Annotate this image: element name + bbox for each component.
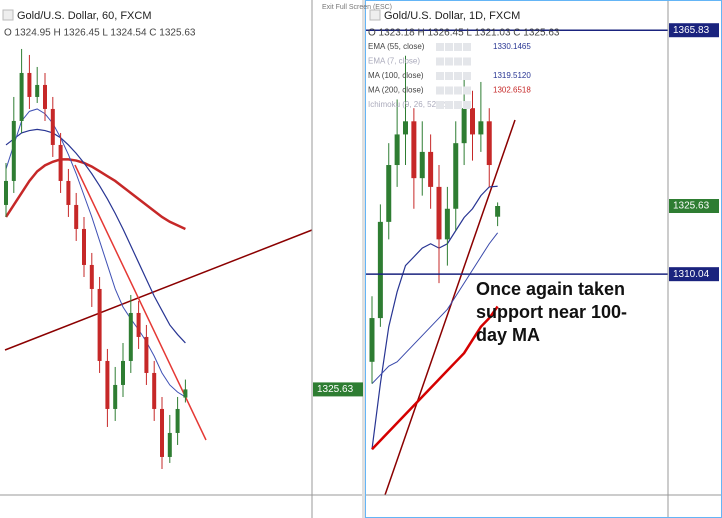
candle-body [461, 108, 467, 144]
indicator-button [445, 72, 453, 80]
candle-body [394, 134, 400, 166]
candle-body [419, 151, 425, 179]
indicator-button [436, 57, 444, 66]
trendline [4, 229, 313, 351]
indicator-button [436, 72, 444, 80]
candle-body [144, 336, 149, 373]
ohlc: O 1323.18 H 1326.45 L 1321.03 C 1325.63 [368, 28, 560, 39]
indicator-button [463, 57, 471, 66]
indicator-value: 1330.1465 [493, 42, 531, 51]
indicator-button [436, 43, 444, 51]
indicator-button [445, 101, 453, 109]
indicator-button [454, 101, 462, 109]
indicator-button [436, 101, 444, 109]
price-tag-label: 1365.83 [673, 25, 710, 36]
indicator-button [445, 57, 453, 66]
candle-body [27, 72, 32, 97]
exit-fullscreen[interactable]: Exit Full Screen (ESC) [322, 4, 392, 11]
candle-body [167, 432, 172, 457]
candle-body [377, 221, 383, 319]
candle-body [66, 180, 71, 205]
candle-body [160, 408, 164, 457]
toggle[interactable] [2, 9, 14, 21]
candle-body [19, 72, 24, 121]
labels-layer: 1325.63 1365.83 1325.63 1310.04 EMA (55, clo… [313, 23, 719, 397]
price-tag [669, 267, 719, 282]
price-tag-label: 1325.63 [673, 201, 710, 212]
indicator-button [436, 86, 444, 95]
trendline [384, 119, 516, 496]
candle-body [183, 389, 188, 398]
indicator-label: MA (200, close) [368, 86, 424, 95]
indicator-label: MA (100, close) [368, 71, 424, 80]
annotation: support near 100- [476, 302, 627, 322]
candle-body [43, 84, 47, 109]
chart-title: Gold/U.S. Dollar, 1D, FXCM [384, 10, 520, 22]
candle-body [444, 208, 450, 240]
candle-body [152, 372, 157, 409]
divider [362, 0, 365, 518]
ma-line [371, 232, 499, 385]
price-tag [669, 23, 719, 38]
candle-body [4, 180, 8, 205]
ma-line [371, 185, 498, 450]
candle-body [50, 108, 55, 145]
candle-body [121, 360, 125, 385]
candle-body [386, 165, 392, 222]
indicator-button [463, 101, 471, 109]
toggle[interactable] [369, 9, 381, 21]
candle-body [175, 408, 180, 433]
indicator-button [454, 57, 462, 66]
price-tag-label: 1310.04 [673, 269, 710, 280]
candle-body [495, 206, 501, 217]
candle-body [428, 151, 434, 187]
ma-line [371, 305, 499, 451]
candle-body [11, 120, 16, 181]
chart-title: Gold/U.S. Dollar, 60, FXCM [17, 10, 152, 22]
ma-line [5, 108, 186, 398]
candle-body [58, 144, 63, 181]
candle-body [82, 228, 86, 265]
candle-body [470, 108, 475, 135]
candle-body [486, 121, 492, 166]
candle-body [136, 312, 141, 337]
indicator-label: EMA (7, close) [368, 57, 420, 66]
candle-body [128, 312, 133, 361]
indicator-label: Ichimoku (9, 26, 52, 26) [368, 100, 452, 109]
ma-line [5, 128, 186, 344]
indicator-button [445, 86, 453, 95]
candle-body [403, 121, 408, 135]
price-tag-label: 1325.63 [317, 384, 354, 395]
indicator-button [445, 43, 453, 51]
candle-body [478, 121, 484, 135]
indicator-label: EMA (55, close) [368, 42, 425, 51]
annotation: day MA [476, 325, 540, 345]
ohlc: O 1324.95 H 1326.45 L 1324.54 C 1325.63 [4, 28, 196, 39]
indicator-button [463, 86, 471, 95]
candle-body [436, 186, 442, 240]
indicator-value: 1302.6518 [493, 86, 531, 95]
indicator-value: 1319.5120 [493, 71, 531, 80]
candle-body [89, 264, 94, 289]
indicator-button [463, 72, 471, 80]
candle-body [453, 143, 459, 209]
annotation: Once again taken [476, 279, 625, 299]
indicator-button [463, 43, 471, 51]
candle-body [369, 318, 375, 362]
price-tag [669, 199, 719, 214]
candle-body [411, 121, 417, 179]
price-tag [313, 382, 363, 397]
indicator-button [454, 43, 462, 51]
indicator-button [454, 72, 462, 80]
candle-body [74, 204, 79, 229]
candle-body [97, 288, 102, 361]
marks-layer [4, 29, 668, 469]
candle-body [35, 84, 40, 97]
indicator-button [454, 86, 462, 95]
ma-line [4, 158, 186, 231]
candle-body [113, 384, 118, 409]
candle-body [105, 360, 110, 409]
